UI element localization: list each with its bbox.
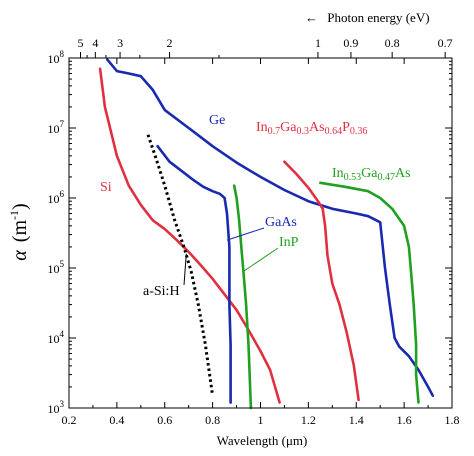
series-label-ge: Ge [209,113,225,128]
series-line-inp [232,184,253,410]
x-tick-label: 1.6 [397,413,412,427]
top-tick-label: 3 [117,36,123,50]
y-tick-label: 107 [48,119,65,136]
gaas-label-pointer [226,227,265,241]
y-tick-label: 108 [48,49,65,66]
series-layer [98,58,435,410]
x-axis-label: Wavelength (μm) [217,433,308,448]
x-tick-label: 0.4 [109,413,124,427]
top-tick-label: 2 [167,36,173,50]
plot-frame [68,57,453,409]
top-tick-label: 0.8 [385,36,400,50]
top-axis-title: Photon energy (eV) [327,10,429,25]
y-axis-label: α (m-1) [7,203,31,260]
series-label-ingaasp: In0.7Ga0.3As0.64P0.36 [256,120,367,137]
top-tick-label: 1 [315,36,321,50]
top-tick-label: 0.7 [438,36,453,50]
x-tick-label: 0.6 [157,413,172,427]
x-tick-label: 1.8 [445,413,460,427]
x-tick-label: 1.4 [349,413,364,427]
y-tick-label: 105 [48,259,65,276]
x-tick-label: 1.2 [301,413,316,427]
series-label-gaas: GaAs [265,215,297,230]
top-tick-label: 0.9 [343,36,358,50]
left-axis: 103 104 105 106 107 108 [48,49,452,416]
series-line-ingaasp [283,160,360,402]
x-tick-label: 1 [258,413,264,427]
top-axis-arrow: ← [305,10,318,25]
series-line-si [98,67,281,404]
inp-label-pointer [243,247,279,272]
top-tick-label: 4 [92,36,98,50]
top-tick-label: 5 [77,36,83,50]
series-line-asih [146,134,215,396]
y-tick-label: 106 [48,189,65,206]
asih-label-pointer [183,253,187,286]
x-tick-label: 0.8 [205,413,220,427]
series-line-ingaas [319,181,420,404]
series-line-gaas [156,144,232,404]
bottom-axis: 0.2 0.4 0.6 0.8 1 1.2 1.4 1.6 1.8 [62,58,460,427]
top-axis-label: ← Photon energy (eV) [305,10,430,25]
y-tick-label: 103 [48,399,65,416]
x-tick-label: 0.2 [62,413,77,427]
series-label-asih: a-Si:H [143,284,180,299]
series-label-ingaas: In0.53Ga0.47As [332,166,411,183]
series-label-si: Si [100,180,112,195]
y-tick-label: 104 [48,329,65,346]
top-axis: 5 4 3 2 1 0.9 0.8 0.7 [77,36,453,58]
series-label-inp: InP [279,235,299,250]
